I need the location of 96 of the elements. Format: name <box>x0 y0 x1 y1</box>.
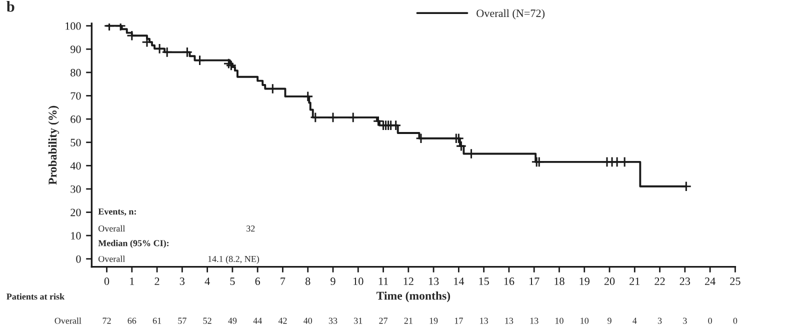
x-tick-label: 4 <box>204 278 210 285</box>
text: 52 <box>203 318 212 324</box>
x-tick-label: 11 <box>378 278 388 285</box>
y-tick-label: 30 <box>70 185 81 193</box>
text: 3 <box>683 318 687 324</box>
x-tick-label: 12 <box>404 278 414 285</box>
point <box>456 140 467 152</box>
point <box>302 91 314 102</box>
text: 13 <box>530 318 538 324</box>
text: 4 <box>632 318 637 324</box>
point <box>453 132 464 144</box>
y-tick-label: 70 <box>70 92 81 100</box>
text: Patients at risk <box>6 293 65 300</box>
text: 0 <box>708 318 712 324</box>
point <box>142 36 152 48</box>
text: 9 <box>608 318 612 324</box>
x-tick-label: 7 <box>280 278 286 285</box>
point <box>416 132 426 144</box>
point <box>390 120 402 131</box>
y-tick-label: 100 <box>66 22 81 30</box>
x-tick-label: 18 <box>554 278 564 286</box>
text: 31 <box>354 318 362 324</box>
point <box>612 156 622 168</box>
annotation: Overall <box>98 256 126 262</box>
text: 72 <box>102 318 111 324</box>
point <box>619 156 630 168</box>
x-tick-label: 15 <box>479 278 489 286</box>
y-tick-label: 50 <box>70 138 81 146</box>
point <box>182 46 193 58</box>
text: 49 <box>228 318 237 324</box>
point <box>680 180 692 192</box>
y-tick-label: 10 <box>71 232 81 240</box>
text: 57 <box>178 318 186 324</box>
y-tick-label: 60 <box>70 116 81 124</box>
x-tick-label: 9 <box>330 278 336 286</box>
y-tick-label: 40 <box>70 162 81 170</box>
text: Overall <box>54 317 82 324</box>
x-tick-label: 0 <box>104 278 110 286</box>
point <box>223 58 234 70</box>
annotation: Overall <box>98 225 126 232</box>
x-tick-label: 20 <box>604 278 615 286</box>
x-tick-label: 10 <box>354 278 364 286</box>
text: 40 <box>304 318 312 324</box>
point <box>310 112 321 123</box>
point <box>194 54 206 66</box>
text: 44 <box>253 318 262 324</box>
y-axis-title: Probability (%) <box>48 106 60 185</box>
x-tick-label: 14 <box>454 278 464 285</box>
annotation: 32 <box>246 226 255 232</box>
x-tick-label: 16 <box>504 278 514 286</box>
x-tick-label: 24 <box>704 278 716 285</box>
legend-label: Overall (N=72) <box>476 9 545 20</box>
x-tick-label: 6 <box>255 278 260 286</box>
text: 0 <box>733 318 738 324</box>
x-tick-label: 3 <box>180 278 185 286</box>
point <box>328 112 338 123</box>
point <box>226 60 237 71</box>
text: 61 <box>152 318 162 324</box>
point <box>126 30 138 42</box>
text: 27 <box>379 318 388 324</box>
text: 17 <box>454 318 463 324</box>
text: 10 <box>580 318 589 324</box>
text: 42 <box>278 318 287 324</box>
x-tick-label: 22 <box>654 278 665 285</box>
text: 10 <box>556 318 564 324</box>
point <box>154 43 165 54</box>
x-tick-label: 21 <box>630 278 640 285</box>
point <box>162 46 173 58</box>
y-tick-label: 20 <box>70 208 81 216</box>
x-tick-label: 13 <box>428 278 439 286</box>
point <box>372 116 384 127</box>
text: 13 <box>505 318 514 324</box>
x-tick-label: 19 <box>580 278 590 286</box>
y-tick-label: 0 <box>76 255 81 263</box>
text: 13 <box>480 318 488 324</box>
annotation: Events, n: <box>98 208 136 216</box>
point <box>348 112 359 123</box>
text: b <box>6 0 14 12</box>
text: 33 <box>328 318 338 324</box>
text: 19 <box>430 318 438 324</box>
x-axis-title: Time (months) <box>376 291 450 302</box>
text: 3 <box>658 318 662 324</box>
x-tick-label: 2 <box>154 278 160 285</box>
x-tick-label: 17 <box>530 278 540 285</box>
text: 66 <box>128 318 136 324</box>
y-tick-label: 90 <box>70 46 81 54</box>
annotation: Median (95% CI): <box>98 240 169 248</box>
x-tick-label: 5 <box>230 278 235 286</box>
x-tick-label: 8 <box>306 278 310 286</box>
text: 21 <box>404 318 412 324</box>
annotation: 14.1 (8.2, NE) <box>208 256 260 264</box>
x-tick-label: 25 <box>730 278 740 286</box>
x-tick-label: 1 <box>130 278 134 285</box>
point <box>534 156 545 168</box>
y-tick-label: 80 <box>70 68 81 76</box>
x-tick-label: 23 <box>680 278 690 286</box>
